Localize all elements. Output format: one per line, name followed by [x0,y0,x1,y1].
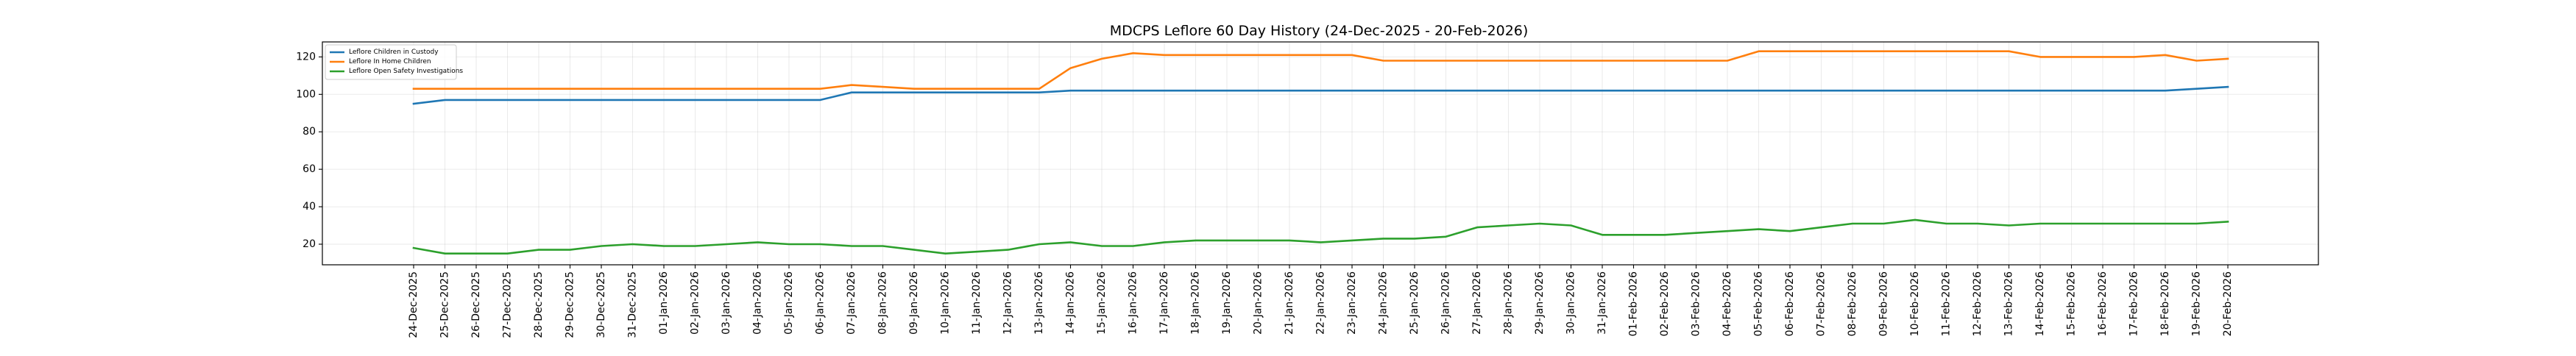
x-tick-label: 25-Dec-2025 [439,271,451,338]
x-tick-label: 17-Jan-2026 [1158,271,1170,335]
x-tick-label: 16-Jan-2026 [1128,271,1139,335]
y-tick-label: 120 [296,51,316,63]
y-axis-ticks: 20 40 60 80 100 120 [296,51,322,250]
x-tick-label: 15-Feb-2026 [2066,271,2078,336]
x-tick-label: 27-Dec-2025 [502,271,514,338]
legend-label: Leflore Children in Custody [349,49,439,56]
y-tick-label: 40 [302,201,316,213]
x-tick-label: 06-Jan-2026 [815,271,827,335]
x-tick-label: 04-Jan-2026 [752,271,764,335]
series-line-1 [412,85,2229,105]
x-tick-label: 30-Jan-2026 [1565,271,1577,335]
y-tick-label: 80 [302,126,316,138]
x-tick-label: 27-Jan-2026 [1471,271,1483,335]
x-tick-label: 12-Jan-2026 [1002,271,1014,335]
x-tick-label: 19-Jan-2026 [1221,271,1233,335]
x-tick-label: 01-Feb-2026 [1628,271,1640,336]
x-tick-label: 20-Jan-2026 [1253,271,1264,335]
series-line-2 [412,50,2229,90]
y-tick-label: 60 [302,163,316,175]
x-tick-label: 03-Feb-2026 [1691,271,1702,336]
x-tick-label: 21-Jan-2026 [1284,271,1295,335]
x-tick-label: 10-Feb-2026 [1909,271,1921,336]
x-tick-label: 08-Jan-2026 [877,271,889,335]
x-tick-label: 04-Feb-2026 [1722,271,1733,336]
x-tick-label: 13-Jan-2026 [1033,271,1045,335]
grid-lines [322,42,2318,265]
x-tick-label: 23-Jan-2026 [1346,271,1358,335]
x-tick-label: 08-Feb-2026 [1847,271,1858,336]
chart-title: MDCPS Leflore 60 Day History (24-Dec-202… [1110,23,1529,39]
x-tick-label: 24-Jan-2026 [1378,271,1390,335]
x-tick-label: 01-Jan-2026 [658,271,670,335]
legend-label: Leflore In Home Children [349,58,431,65]
x-tick-label: 07-Jan-2026 [846,271,857,335]
legend-label: Leflore Open Safety Investigations [349,68,463,75]
x-tick-label: 28-Dec-2025 [533,271,545,338]
x-tick-label: 15-Jan-2026 [1096,271,1108,335]
x-tick-label: 06-Feb-2026 [1784,271,1796,336]
x-tick-label: 11-Feb-2026 [1941,271,1953,336]
series-lines [412,50,2229,255]
x-tick-label: 19-Feb-2026 [2191,271,2203,336]
x-tick-label: 17-Feb-2026 [2129,271,2140,336]
x-tick-label: 07-Feb-2026 [1816,271,1827,336]
x-tick-label: 05-Feb-2026 [1753,271,1765,336]
x-tick-label: 18-Feb-2026 [2159,271,2171,336]
x-tick-label: 20-Feb-2026 [2222,271,2234,336]
x-tick-label: 24-Dec-2025 [408,271,420,338]
x-tick-label: 30-Dec-2025 [595,271,607,338]
x-tick-label: 29-Jan-2026 [1534,271,1546,335]
x-tick-label: 28-Jan-2026 [1503,271,1515,335]
x-tick-label: 16-Feb-2026 [2097,271,2109,336]
legend: Leflore Children in Custody Leflore In Ho… [325,44,463,80]
x-tick-label: 31-Jan-2026 [1596,271,1608,335]
series-line-3 [412,218,2229,255]
x-tick-label: 02-Feb-2026 [1659,271,1671,336]
x-tick-label: 31-Dec-2025 [627,271,639,338]
x-tick-label: 18-Jan-2026 [1190,271,1202,335]
x-tick-label: 11-Jan-2026 [971,271,983,335]
x-tick-label: 09-Feb-2026 [1878,271,1890,336]
x-tick-label: 03-Jan-2026 [721,271,732,335]
x-tick-label: 09-Jan-2026 [908,271,920,335]
x-tick-label: 22-Jan-2026 [1315,271,1327,335]
x-tick-label: 25-Jan-2026 [1409,271,1420,335]
y-tick-label: 100 [296,88,316,100]
y-tick-label: 20 [302,238,316,250]
x-tick-label: 13-Feb-2026 [2003,271,2015,336]
x-tick-label: 29-Dec-2025 [565,271,576,338]
x-tick-label: 26-Jan-2026 [1440,271,1452,335]
x-tick-label: 12-Feb-2026 [1972,271,1984,336]
x-tick-label: 05-Jan-2026 [783,271,795,335]
x-tick-label: 26-Dec-2025 [470,271,482,338]
x-tick-label: 10-Jan-2026 [940,271,952,335]
x-axis-ticks: 24-Dec-2025 25-Dec-2025 26-Dec-2025 27-Dec-… [408,265,2234,338]
x-tick-label: 14-Feb-2026 [2034,271,2046,336]
x-tick-label: 02-Jan-2026 [690,271,701,335]
legend-box [325,44,457,80]
x-tick-label: 14-Jan-2026 [1065,271,1077,335]
